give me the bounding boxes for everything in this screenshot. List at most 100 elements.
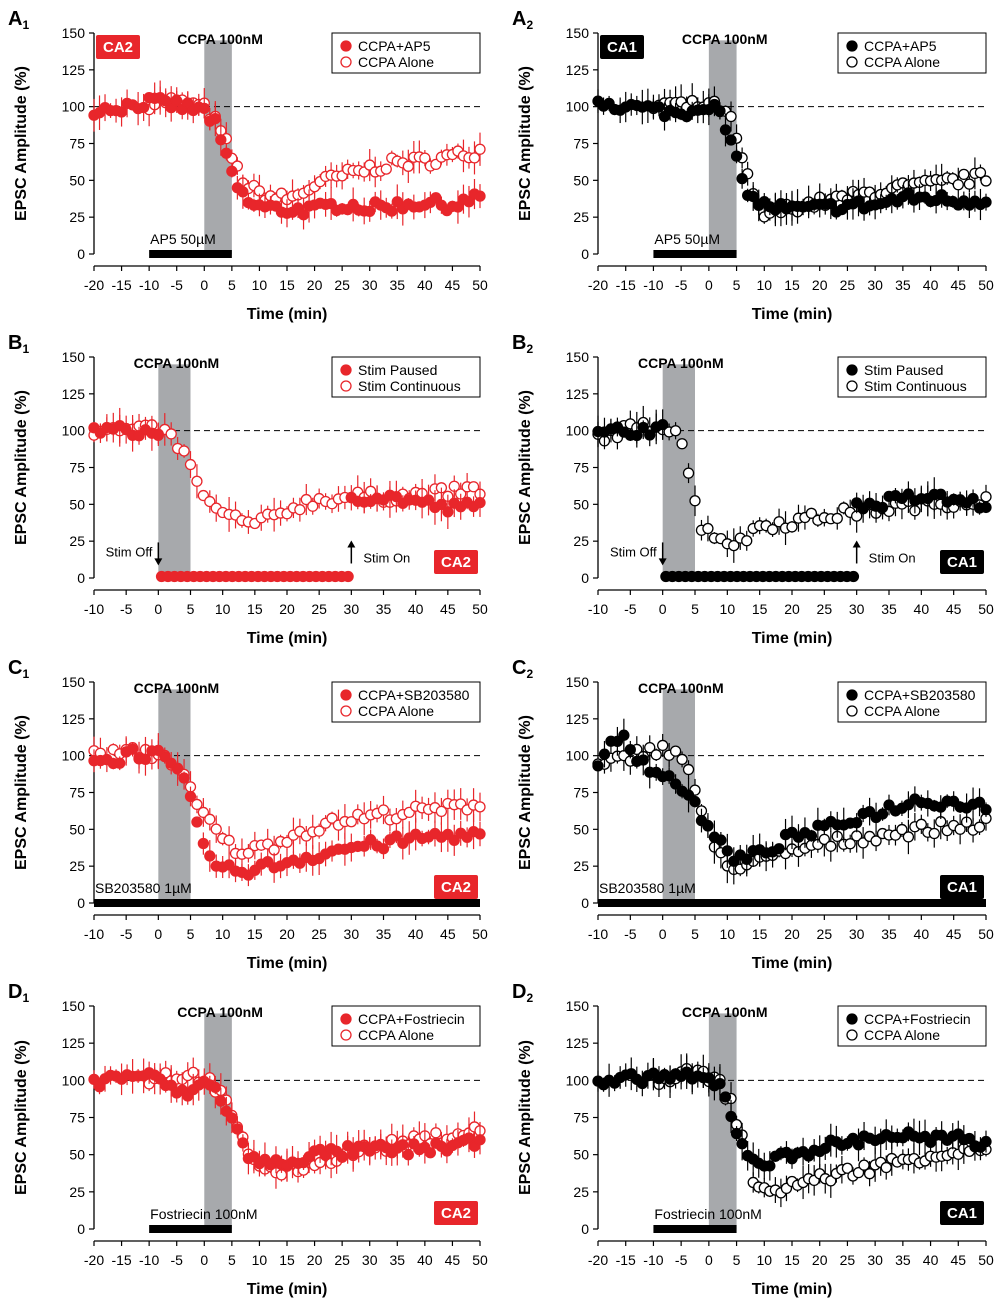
legend-marker <box>846 705 858 717</box>
x-tick-label: 35 <box>895 1252 911 1268</box>
x-tick-label: 50 <box>978 277 994 293</box>
drug-label: CCPA 100nM <box>177 31 263 47</box>
y-tick-label: 25 <box>573 533 589 549</box>
data-point-open <box>844 838 856 850</box>
data-point-filled <box>342 570 354 583</box>
y-tick-label: 25 <box>69 533 85 549</box>
legend-box <box>331 32 481 74</box>
region-label: CA2 <box>103 39 133 56</box>
data-point-open <box>818 833 830 845</box>
panel-B2: B2 CCPA 100nM 0 25 50 75 100 125 150 -10 -5 0 5 10 15 2… <box>512 332 994 647</box>
y-tick-label: 50 <box>69 821 85 837</box>
x-axis-title: Time (min) <box>752 1281 833 1298</box>
x-tick-label: 15 <box>247 601 263 617</box>
x-tick-label: 20 <box>307 1252 323 1268</box>
x-tick-label: 45 <box>946 601 962 617</box>
y-tick-label: 0 <box>581 895 589 911</box>
treatment-label: AP5 50µM <box>654 231 720 247</box>
series-Stim Paused <box>592 409 992 583</box>
x-tick-label: 50 <box>472 601 488 617</box>
data-point-open <box>786 521 798 533</box>
x-tick-label: 40 <box>408 601 424 617</box>
y-tick-label: 125 <box>566 386 590 402</box>
x-tick-label: 0 <box>154 601 162 617</box>
region-label: CA1 <box>947 1205 977 1222</box>
y-axis-title: EPSC Amplitude (%) <box>13 1040 30 1195</box>
region-label: CA1 <box>947 879 977 896</box>
x-tick-label: -10 <box>643 1252 663 1268</box>
y-axis-title: EPSC Amplitude (%) <box>13 66 30 221</box>
legend-box <box>837 32 987 74</box>
data-point-filled <box>178 772 190 784</box>
series-CCPA+Fostriecin <box>88 1058 486 1182</box>
y-tick-label: 125 <box>62 711 86 727</box>
x-tick-label: 10 <box>215 601 231 617</box>
data-point-filled <box>980 501 992 514</box>
treatment-label: SB203580 1µM <box>95 880 192 896</box>
data-point-open <box>210 823 222 835</box>
legend-marker <box>846 40 858 52</box>
data-point-open <box>430 1127 442 1139</box>
legend-label: CCPA Alone <box>864 703 940 719</box>
data-point-open <box>307 500 319 512</box>
x-tick-label: -5 <box>624 926 637 942</box>
drug-label: CCPA 100nM <box>134 680 220 696</box>
data-point-filled <box>730 150 743 162</box>
data-point-open <box>980 491 992 503</box>
y-tick-label: 25 <box>573 209 589 225</box>
y-tick-label: 125 <box>62 1035 86 1051</box>
data-point-filled <box>967 492 979 505</box>
y-tick-label: 25 <box>69 1184 85 1200</box>
series-CCPA+Fostriecin <box>592 1055 992 1181</box>
y-tick-label: 125 <box>62 62 86 78</box>
panel-letter: A <box>8 8 22 30</box>
data-point-open <box>974 166 987 179</box>
legend-marker <box>846 1029 858 1041</box>
panel-C2: C2 CCPA 100nM 0 25 50 75 100 125 150 -10 -5 0 5 10 15 2… <box>512 657 994 972</box>
x-tick-label: 30 <box>344 601 360 617</box>
region-badge <box>940 550 984 574</box>
x-tick-label: 35 <box>376 601 392 617</box>
y-tick-label: 0 <box>77 570 85 586</box>
x-tick-label: 10 <box>756 277 772 293</box>
panel-letter: B <box>8 332 22 354</box>
panel-subscript: 1 <box>22 667 29 681</box>
data-point-filled <box>631 429 643 442</box>
data-point-filled <box>689 795 701 808</box>
data-point-filled <box>741 853 753 866</box>
x-tick-label: 25 <box>817 601 833 617</box>
x-tick-label: 15 <box>784 1252 800 1268</box>
y-tick-label: 50 <box>69 496 85 512</box>
x-axis-title: Time (min) <box>247 306 328 323</box>
legend-marker <box>340 689 352 701</box>
x-tick-label: 25 <box>311 926 327 942</box>
x-tick-label: -5 <box>675 277 688 293</box>
data-point-filled <box>231 1123 244 1135</box>
y-tick-label: 100 <box>566 99 590 115</box>
region-badge <box>434 875 478 899</box>
legend-marker <box>340 40 352 52</box>
legend-marker <box>340 380 352 392</box>
x-tick-label: 50 <box>978 926 994 942</box>
data-point-filled <box>653 101 665 113</box>
data-point-filled <box>215 134 227 146</box>
data-point-filled <box>637 421 649 434</box>
x-tick-label: 25 <box>334 1252 350 1268</box>
x-tick-label: 5 <box>691 601 699 617</box>
y-tick-label: 50 <box>69 172 85 188</box>
x-tick-label: 35 <box>881 926 897 942</box>
y-tick-label: 25 <box>573 858 589 874</box>
panel-label: A1 <box>8 8 29 32</box>
x-tick-label: 5 <box>691 926 699 942</box>
data-point-open <box>880 1161 892 1174</box>
data-point-filled <box>448 834 460 846</box>
data-point-filled <box>390 490 403 503</box>
data-point-filled <box>390 830 403 842</box>
x-tick-label: 35 <box>376 926 392 942</box>
y-tick-label: 25 <box>69 209 85 225</box>
legend-label: Stim Continuous <box>864 378 967 394</box>
data-point-filled <box>876 501 889 514</box>
data-point-filled <box>747 190 759 203</box>
x-tick-label: 40 <box>417 277 433 293</box>
legend-label: CCPA+Fostriecin <box>358 1011 465 1027</box>
